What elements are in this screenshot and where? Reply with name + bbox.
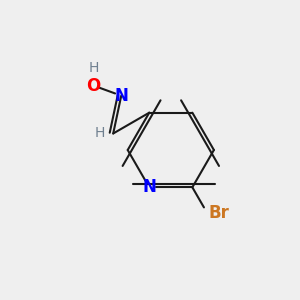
Text: Br: Br — [208, 204, 229, 222]
Text: N: N — [142, 178, 156, 196]
Text: O: O — [86, 76, 100, 94]
Text: H: H — [88, 61, 98, 75]
Text: H: H — [94, 127, 105, 140]
Text: N: N — [114, 87, 128, 105]
